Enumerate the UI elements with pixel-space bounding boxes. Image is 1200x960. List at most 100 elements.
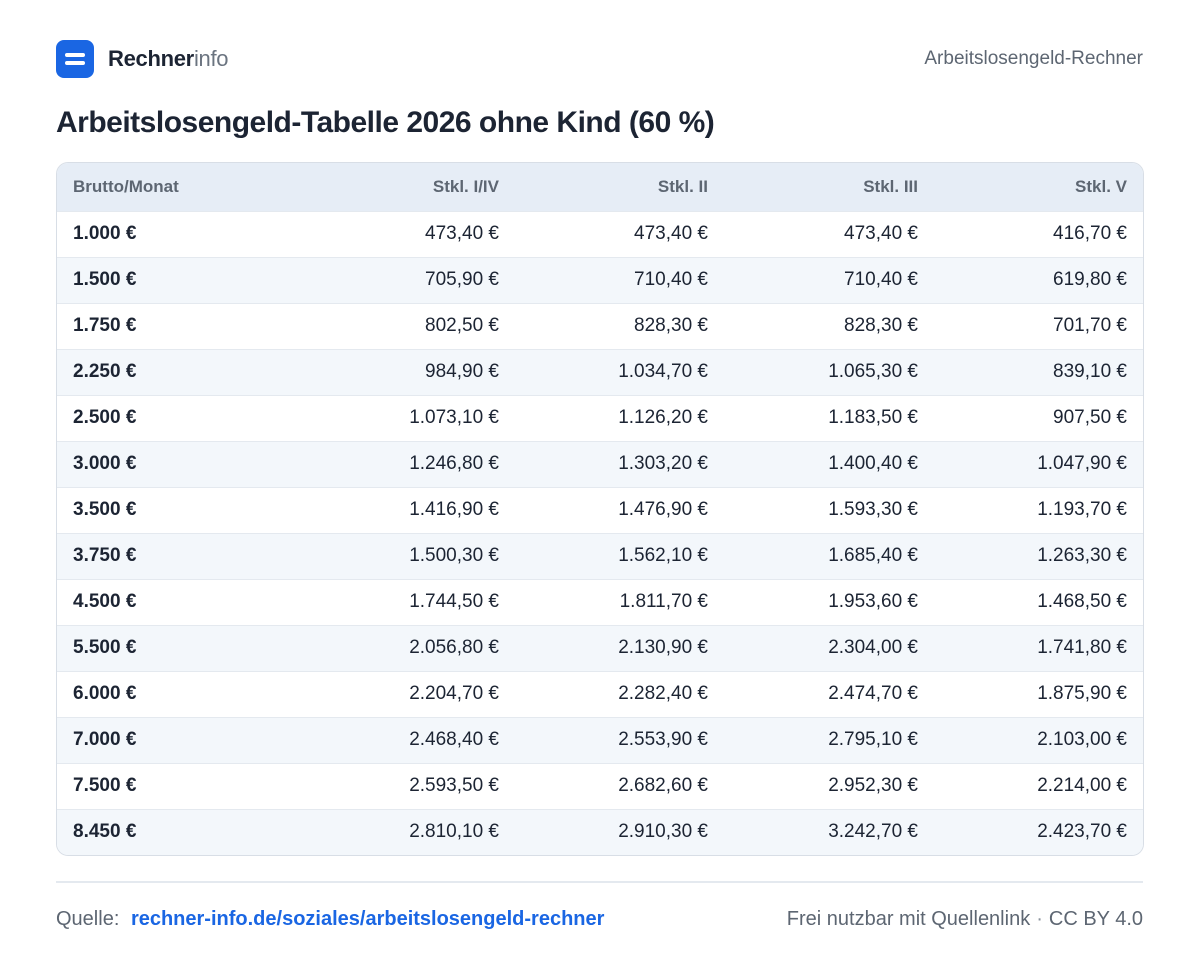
benefit-cell: 828,30 € (515, 302, 724, 349)
benefit-cell: 473,40 € (724, 210, 934, 257)
gross-income-cell: 8.450 € (57, 808, 305, 855)
gross-income-cell: 3.500 € (57, 486, 305, 533)
gross-income-cell: 7.000 € (57, 716, 305, 763)
benefit-cell: 1.468,50 € (934, 578, 1143, 625)
table-row: 3.750 €1.500,30 €1.562,10 €1.685,40 €1.2… (57, 532, 1143, 579)
benefit-cell: 2.468,40 € (305, 716, 515, 763)
table-row: 3.000 €1.246,80 €1.303,20 €1.400,40 €1.0… (57, 440, 1143, 487)
benefit-cell: 2.952,30 € (724, 762, 934, 809)
gross-income-cell: 3.000 € (57, 440, 305, 487)
gross-income-cell: 4.500 € (57, 578, 305, 625)
benefit-cell: 473,40 € (515, 210, 724, 257)
table-row: 8.450 €2.810,10 €2.910,30 €3.242,70 €2.4… (57, 808, 1143, 855)
benefit-cell: 1.400,40 € (724, 440, 934, 487)
benefit-cell: 1.685,40 € (724, 532, 934, 579)
benefit-cell: 2.910,30 € (515, 808, 724, 855)
benefit-cell: 2.103,00 € (934, 716, 1143, 763)
benefit-cell: 2.214,00 € (934, 762, 1143, 809)
benefit-cell: 2.130,90 € (515, 624, 724, 671)
gross-income-cell: 2.250 € (57, 348, 305, 395)
table-header-row: Brutto/Monat Stkl. I/IV Stkl. II Stkl. III S… (57, 163, 1143, 211)
page-header: Rechnerinfo Arbeitslosengeld-Rechner (56, 40, 1143, 78)
table-row: 1.000 €473,40 €473,40 €473,40 €416,70 € (57, 210, 1143, 257)
benefit-cell: 701,70 € (934, 302, 1143, 349)
footer-divider (56, 881, 1143, 883)
benefit-cell: 416,70 € (934, 210, 1143, 257)
calculator-name: Arbeitslosengeld-Rechner (924, 48, 1143, 69)
benefit-cell: 2.056,80 € (305, 624, 515, 671)
column-header: Stkl. V (1075, 176, 1127, 196)
benefit-cell: 473,40 € (305, 210, 515, 257)
benefit-cell: 2.553,90 € (515, 716, 724, 763)
benefit-cell: 1.875,90 € (934, 670, 1143, 717)
benefit-cell: 2.682,60 € (515, 762, 724, 809)
benefit-cell: 2.423,70 € (934, 808, 1143, 855)
benefit-cell: 1.416,90 € (305, 486, 515, 533)
benefit-cell: 619,80 € (934, 256, 1143, 303)
table-row: 1.500 €705,90 €710,40 €710,40 €619,80 € (57, 256, 1143, 303)
page-footer: Quelle: rechner-info.de/soziales/arbeits… (56, 903, 1143, 935)
benefit-cell: 802,50 € (305, 302, 515, 349)
benefit-cell: 984,90 € (305, 348, 515, 395)
column-header: Stkl. III (863, 176, 918, 196)
benefit-cell: 1.741,80 € (934, 624, 1143, 671)
brand-name-light: info (193, 46, 229, 71)
table-row: 6.000 €2.204,70 €2.282,40 €2.474,70 €1.8… (57, 670, 1143, 717)
benefit-cell: 839,10 € (934, 348, 1143, 395)
benefit-cell: 1.246,80 € (305, 440, 515, 487)
benefit-table: Brutto/Monat Stkl. I/IV Stkl. II Stkl. III S… (56, 162, 1144, 856)
benefit-cell: 1.303,20 € (515, 440, 724, 487)
benefit-cell: 3.242,70 € (724, 808, 934, 855)
page-title: Arbeitslosengeld-Tabelle 2026 ohne Kind … (56, 106, 715, 139)
benefit-cell: 1.193,70 € (934, 486, 1143, 533)
benefit-cell: 2.810,10 € (305, 808, 515, 855)
gross-income-cell: 1.000 € (57, 210, 305, 257)
table-body: 1.000 €473,40 €473,40 €473,40 €416,70 €1… (57, 210, 1143, 855)
benefit-cell: 1.047,90 € (934, 440, 1143, 487)
benefit-cell: 2.474,70 € (724, 670, 934, 717)
table-row: 4.500 €1.744,50 €1.811,70 €1.953,60 €1.4… (57, 578, 1143, 625)
brand-name-strong: Rechner (108, 46, 194, 71)
gross-income-cell: 3.750 € (57, 532, 305, 579)
benefit-cell: 1.073,10 € (305, 394, 515, 441)
gross-income-cell: 7.500 € (57, 762, 305, 809)
table-row: 1.750 €802,50 €828,30 €828,30 €701,70 € (57, 302, 1143, 349)
benefit-cell: 828,30 € (724, 302, 934, 349)
benefit-cell: 1.562,10 € (515, 532, 724, 579)
benefit-cell: 2.204,70 € (305, 670, 515, 717)
brand-logo[interactable]: Rechnerinfo (56, 40, 229, 78)
benefit-cell: 1.126,20 € (515, 394, 724, 441)
gross-income-cell: 5.500 € (57, 624, 305, 671)
benefit-cell: 2.304,00 € (724, 624, 934, 671)
benefit-cell: 1.476,90 € (515, 486, 724, 533)
benefit-cell: 1.953,60 € (724, 578, 934, 625)
benefit-cell: 1.263,30 € (934, 532, 1143, 579)
source-label: Quelle: (56, 907, 120, 930)
benefit-cell: 2.795,10 € (724, 716, 934, 763)
benefit-cell: 1.034,70 € (515, 348, 724, 395)
benefit-cell: 1.065,30 € (724, 348, 934, 395)
benefit-cell: 1.744,50 € (305, 578, 515, 625)
benefit-cell: 2.282,40 € (515, 670, 724, 717)
license-text: Frei nutzbar mit Quellenlink (786, 907, 1031, 930)
source-link[interactable]: rechner-info.de/soziales/arbeitslosengel… (130, 907, 605, 930)
table-row: 7.000 €2.468,40 €2.553,90 €2.795,10 €2.1… (57, 716, 1143, 763)
gross-income-cell: 6.000 € (57, 670, 305, 717)
table-row: 2.250 €984,90 €1.034,70 €1.065,30 €839,1… (57, 348, 1143, 395)
benefit-cell: 907,50 € (934, 394, 1143, 441)
benefit-cell: 1.183,50 € (724, 394, 934, 441)
gross-income-cell: 1.750 € (57, 302, 305, 349)
gross-income-cell: 1.500 € (57, 256, 305, 303)
column-header: Stkl. II (657, 176, 708, 196)
benefit-cell: 710,40 € (724, 256, 934, 303)
benefit-cell: 1.500,30 € (305, 532, 515, 579)
benefit-cell: 1.811,70 € (515, 578, 724, 625)
license-line: Frei nutzbar mit Quellenlink · CC BY 4.0 (787, 908, 1143, 931)
table-row: 3.500 €1.416,90 €1.476,90 €1.593,30 €1.1… (57, 486, 1143, 533)
benefit-cell: 1.593,30 € (724, 486, 934, 533)
license-separator: · (1036, 907, 1043, 930)
gross-income-cell: 2.500 € (57, 394, 305, 441)
table-row: 5.500 €2.056,80 €2.130,90 €2.304,00 €1.7… (57, 624, 1143, 671)
rechnerinfo-logo-icon (56, 40, 94, 78)
column-header: Stkl. I/IV (432, 176, 499, 196)
